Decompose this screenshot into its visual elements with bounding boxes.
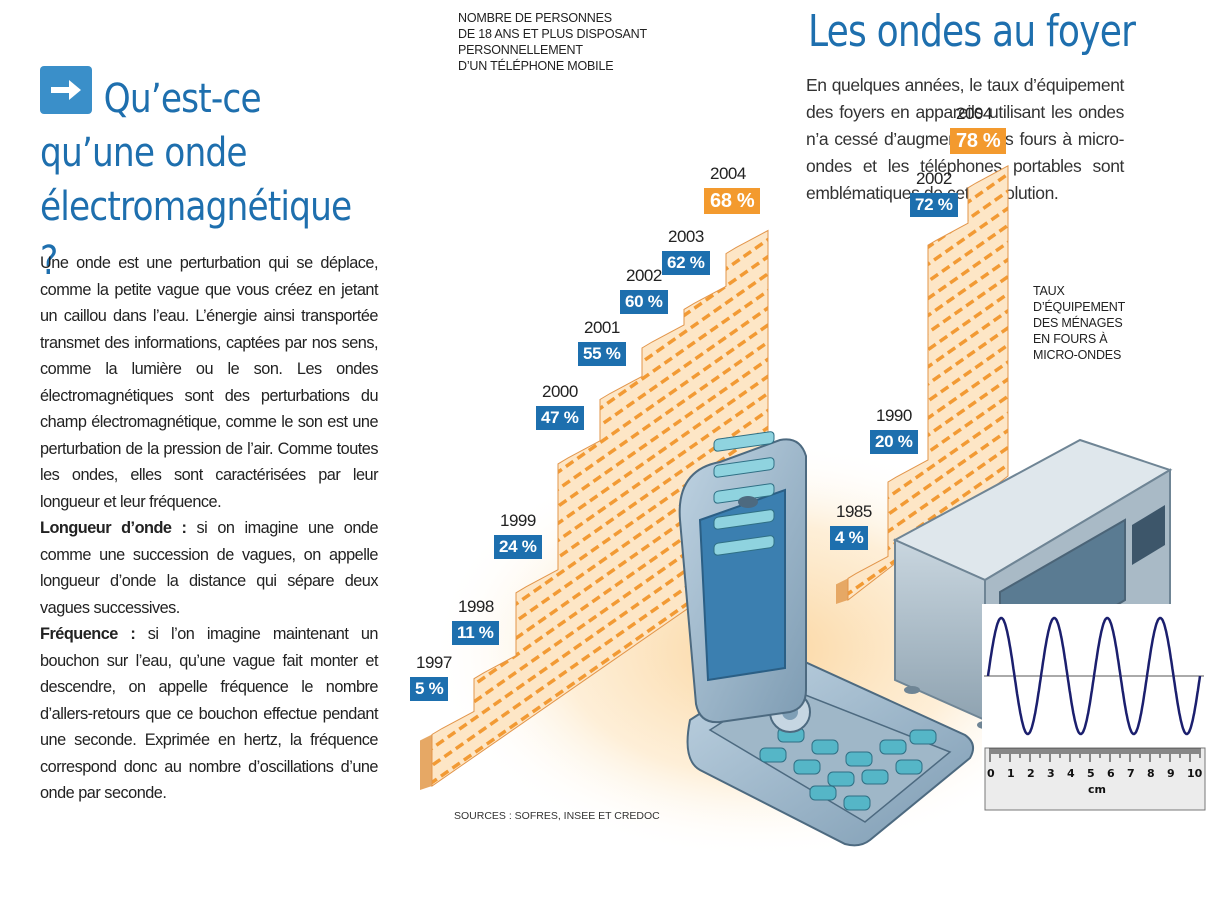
left-title-line2: qu’une onde <box>40 130 248 176</box>
value-label: 4 % <box>830 526 869 551</box>
oven-caption-line: D’ÉQUIPEMENT <box>1033 300 1126 314</box>
ruler-tick-label: 10 <box>1187 767 1203 780</box>
year-label: 1990 <box>876 406 912 425</box>
intro-paragraph: Une onde est une perturbation qui se dép… <box>40 254 379 511</box>
year-label: 1985 <box>836 502 872 522</box>
wavelength-definition: si on imagine une onde comme une success… <box>40 519 379 617</box>
year-label: 2003 <box>668 227 704 247</box>
value-label: 72 % <box>910 193 958 218</box>
ruler-tick-label: 5 <box>1087 767 1095 780</box>
value-label: 20 % <box>870 430 918 454</box>
ruler-tick-label: 0 <box>987 767 995 780</box>
year-label: 1997 <box>416 652 452 672</box>
sources-note: SOURCES : SOFRES, INSEE ET CREDOC <box>454 810 660 822</box>
phone-caption-line: NOMBRE DE PERSONNES <box>458 11 612 25</box>
wave-inset: 0 1 2 3 4 5 6 7 8 9 10 cm <box>982 604 1206 816</box>
oven-caption-line: TAUX <box>1033 284 1065 298</box>
wavelength-paragraph: Longueur d’onde : si on imagine une onde… <box>40 515 379 621</box>
ruler-tick-label: 2 <box>1027 767 1035 780</box>
ruler-tick-label: 1 <box>1007 767 1015 780</box>
year-label: 1999 <box>500 510 536 530</box>
phone-caption-line: DE 18 ANS ET PLUS DISPOSANT <box>458 27 647 41</box>
phone-stair-side <box>420 734 432 790</box>
ruler-tick-label: 9 <box>1167 767 1175 780</box>
left-title-line3: électromagnétique ? <box>40 184 352 284</box>
phone-stair <box>431 229 769 787</box>
value-label: 24 % <box>494 534 542 559</box>
oven-chart-caption: TAUX D’ÉQUIPEMENT DES MÉNAGES EN FOURS À… <box>1033 283 1125 363</box>
oven-stair-side <box>836 578 848 604</box>
year-label: 2000 <box>542 381 578 401</box>
frequency-term: Fréquence : <box>40 625 136 643</box>
year-label: 1998 <box>458 596 494 616</box>
wavelength-term: Longueur d’onde : <box>40 519 187 537</box>
frequency-paragraph: Fréquence : si l’on imagine maintenant u… <box>40 621 379 807</box>
value-label: 47 % <box>536 405 584 430</box>
year-label: 2004 <box>710 163 746 183</box>
phone-caption-line: D’UN TÉLÉPHONE MOBILE <box>458 59 614 73</box>
year-label: 2001 <box>584 317 620 337</box>
ruler-tick-label: 7 <box>1127 767 1135 780</box>
ruler <box>984 747 1206 811</box>
oven-caption-line: DES MÉNAGES <box>1033 316 1123 330</box>
phone-stair-chart <box>420 229 769 790</box>
ruler-tick-label: 8 <box>1147 767 1155 780</box>
ruler-tick-label: 6 <box>1107 767 1115 780</box>
sine-wave <box>986 616 1202 736</box>
ruler-ticks: 0 1 2 3 4 5 6 7 8 9 10 <box>987 748 1203 780</box>
phone-chart-caption: NOMBRE DE PERSONNES DE 18 ANS ET PLUS DI… <box>458 10 647 74</box>
year-label: 2004 <box>956 103 992 123</box>
ruler-tick-label: 3 <box>1047 767 1055 780</box>
left-title: Qu’est-ce qu’une onde électromagnétique … <box>40 72 352 288</box>
oven-stair-chart <box>836 164 1009 604</box>
frequency-definition: si l’on imagine maintenant un bouchon su… <box>40 625 379 802</box>
mobile-phone <box>678 431 975 847</box>
oven-caption-line: MICRO-ONDES <box>1033 348 1122 362</box>
value-label: 68 % <box>704 187 761 214</box>
ruler-tick-label: 4 <box>1067 767 1075 780</box>
left-title-line1: Qu’est-ce <box>103 76 262 122</box>
value-label: 5 % <box>410 676 449 701</box>
value-label: 60 % <box>620 290 668 314</box>
arrow-icon <box>40 66 92 114</box>
value-label: 55 % <box>578 341 626 366</box>
left-body: Une onde est une perturbation qui se dép… <box>40 250 379 807</box>
value-label: 78 % <box>950 127 1007 154</box>
value-label: 11 % <box>452 620 499 645</box>
oven-stair <box>847 164 1009 602</box>
phone-caption-line: PERSONNELLEMENT <box>458 43 583 57</box>
right-title: Les ondes au foyer <box>808 6 1136 57</box>
ruler-unit: cm <box>1088 783 1106 796</box>
year-label: 2002 <box>916 169 952 189</box>
oven-caption-line: EN FOURS À <box>1033 332 1108 346</box>
year-label: 2002 <box>626 266 662 285</box>
value-label: 62 % <box>662 251 710 276</box>
